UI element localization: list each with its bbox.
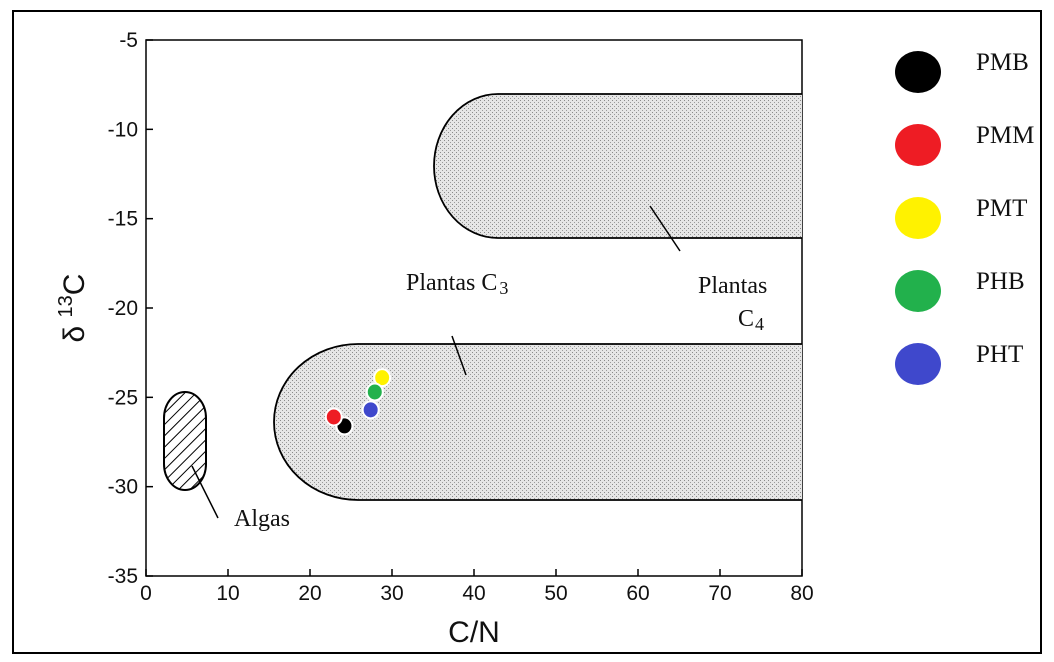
x-tick-label: 0 bbox=[140, 582, 152, 605]
legend-label-phb: PHB bbox=[976, 268, 1025, 295]
x-axis-title: C/N bbox=[448, 616, 500, 649]
y-tick-label: -35 bbox=[108, 565, 138, 588]
legend: PMB PMM PMT PHB PHT bbox=[895, 49, 1034, 385]
pointer-plantas-c3 bbox=[451, 335, 467, 376]
y-tick-label: -15 bbox=[108, 208, 138, 231]
legend-marker-phb bbox=[895, 270, 941, 312]
point-pht bbox=[361, 400, 380, 420]
label-plantas-c4-line1: Plantas bbox=[698, 273, 767, 299]
x-tick-label: 60 bbox=[626, 582, 649, 605]
legend-label-pht: PHT bbox=[976, 341, 1023, 368]
label-algas: Algas bbox=[234, 506, 290, 532]
point-phb bbox=[365, 382, 384, 402]
x-tick-label: 80 bbox=[790, 582, 813, 605]
x-tick-label: 70 bbox=[708, 582, 731, 605]
y-tick-label: -10 bbox=[108, 118, 138, 141]
x-tick-label: 40 bbox=[462, 582, 485, 605]
pointer-algas bbox=[191, 465, 219, 519]
legend-marker-pht bbox=[895, 343, 941, 385]
x-tick-label: 10 bbox=[216, 582, 239, 605]
point-pmt bbox=[373, 368, 392, 388]
x-tick-label: 20 bbox=[298, 582, 321, 605]
point-pmm bbox=[324, 407, 343, 427]
pointer-plantas-c4 bbox=[649, 205, 681, 252]
x-tick-label: 50 bbox=[544, 582, 567, 605]
axis-ticks: 0 10 20 30 40 50 60 70 80 -5 -10 -15 -20 -25 -30 -35 bbox=[108, 29, 814, 605]
legend-label-pmm: PMM bbox=[976, 122, 1034, 149]
legend-label-pmb: PMB bbox=[976, 49, 1029, 76]
y-axis-title: δ 13C bbox=[55, 274, 91, 343]
y-tick-label: -30 bbox=[108, 476, 138, 499]
figure-frame bbox=[12, 10, 1042, 654]
x-tick-label: 30 bbox=[380, 582, 403, 605]
label-plantas-c4-line2: C4 bbox=[738, 306, 764, 334]
y-tick-label: -20 bbox=[108, 297, 138, 320]
data-points bbox=[324, 368, 392, 436]
y-tick-label: -5 bbox=[119, 29, 138, 52]
y-tick-label: -25 bbox=[108, 386, 138, 409]
region-plantas-c4 bbox=[433, 93, 802, 239]
legend-marker-pmt bbox=[895, 197, 941, 239]
legend-marker-pmb bbox=[895, 51, 941, 93]
region-plantas-c3 bbox=[273, 343, 802, 501]
legend-label-pmt: PMT bbox=[976, 195, 1027, 222]
region-algas bbox=[163, 391, 207, 491]
legend-marker-pmm bbox=[895, 124, 941, 166]
